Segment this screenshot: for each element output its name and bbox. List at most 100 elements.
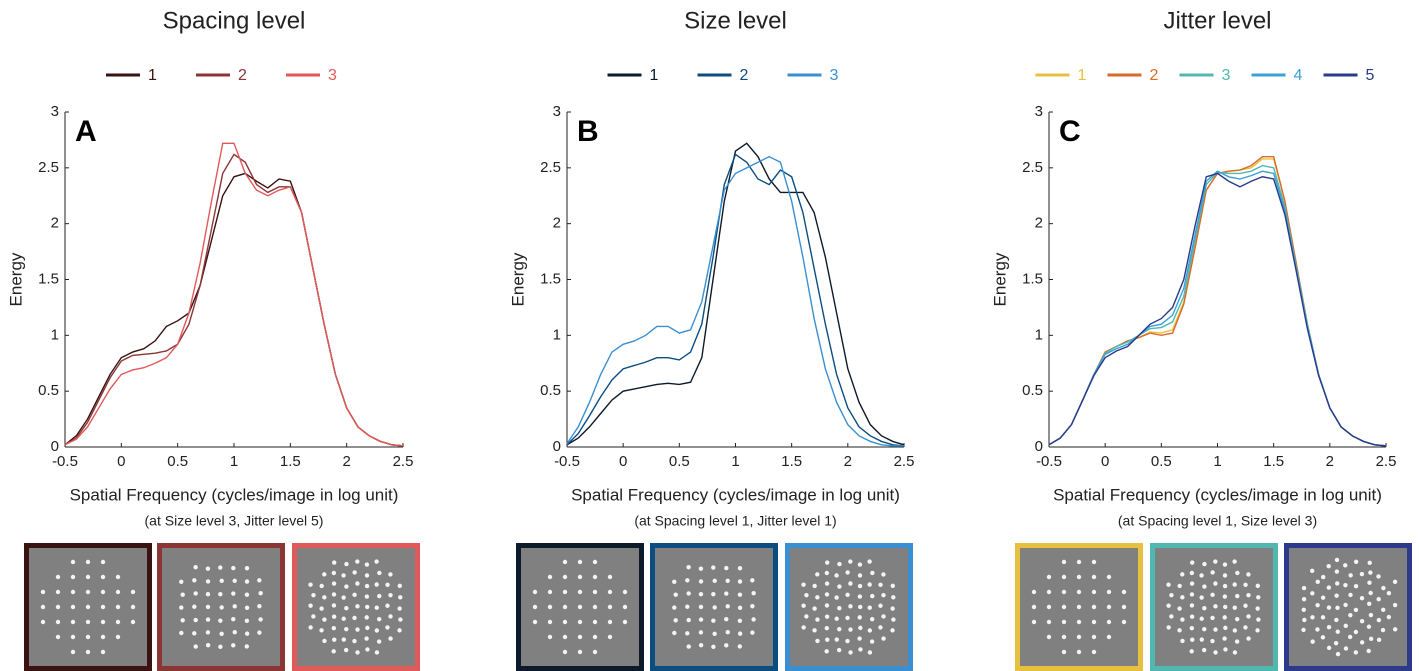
dot xyxy=(1326,645,1332,651)
dot xyxy=(858,647,863,652)
y-axis-label: Energy xyxy=(6,252,25,306)
dot xyxy=(1367,560,1372,565)
x-tick-label: 1 xyxy=(731,453,739,470)
dot xyxy=(344,626,349,632)
dot xyxy=(891,595,896,600)
dot xyxy=(1334,617,1339,623)
dot xyxy=(1301,627,1306,633)
dot xyxy=(1177,606,1182,611)
dot xyxy=(878,625,883,630)
y-tick-label: 2.5 xyxy=(540,159,561,176)
stimulus-frame xyxy=(1284,543,1412,671)
dot xyxy=(1199,637,1204,642)
dot xyxy=(258,617,263,622)
dot xyxy=(1091,604,1097,610)
dot xyxy=(55,574,61,580)
dot xyxy=(1333,640,1339,646)
x-axis-label: Spatial Frequency (cycles/image in log u… xyxy=(571,485,900,504)
dot xyxy=(1366,624,1372,629)
dot xyxy=(1343,563,1348,568)
dot xyxy=(355,559,360,564)
dot xyxy=(878,582,883,587)
dot xyxy=(685,604,690,609)
dot xyxy=(848,604,853,609)
dot xyxy=(385,625,390,630)
dot xyxy=(724,591,729,596)
dot xyxy=(1386,614,1392,620)
legend-label: 3 xyxy=(328,67,337,84)
chart-title: Jitter level xyxy=(1163,7,1271,34)
dot xyxy=(1199,595,1204,600)
dot xyxy=(319,606,324,611)
dot xyxy=(724,565,729,571)
dot xyxy=(205,604,211,610)
dot xyxy=(40,619,46,625)
dot xyxy=(1222,583,1228,589)
y-tick-label: 1 xyxy=(51,326,59,343)
dot xyxy=(672,630,677,636)
dot xyxy=(115,619,121,625)
dot xyxy=(257,630,262,635)
dot xyxy=(737,644,743,649)
dot xyxy=(857,573,863,578)
stimulus-dots xyxy=(1166,559,1261,655)
dot xyxy=(192,578,197,583)
dot xyxy=(801,625,806,630)
dot xyxy=(331,592,337,597)
dot xyxy=(592,589,598,595)
dot xyxy=(1177,583,1182,589)
dot xyxy=(85,589,91,595)
dot xyxy=(331,581,337,586)
dot xyxy=(1381,607,1386,613)
dot xyxy=(1076,604,1082,610)
dot xyxy=(607,619,613,625)
dot xyxy=(801,582,806,587)
dot xyxy=(804,614,809,619)
dot xyxy=(750,630,755,635)
dot xyxy=(1320,635,1326,640)
dot xyxy=(1321,574,1326,580)
dot xyxy=(1368,612,1374,618)
dot xyxy=(355,650,360,655)
dot xyxy=(837,584,842,589)
dot xyxy=(1246,572,1251,577)
dot xyxy=(825,560,830,565)
y-axis-label: Energy xyxy=(508,252,527,306)
dot xyxy=(1359,596,1365,601)
dot xyxy=(815,595,820,600)
dot xyxy=(712,578,717,584)
x-tick-label: 1.5 xyxy=(781,453,802,470)
dot xyxy=(834,573,839,578)
dot xyxy=(848,627,853,632)
dot xyxy=(258,591,263,596)
dot xyxy=(322,572,327,577)
dot xyxy=(397,583,402,589)
dot xyxy=(737,605,743,610)
dot xyxy=(1359,640,1365,645)
dot xyxy=(1061,559,1067,565)
dot xyxy=(685,631,690,636)
dot xyxy=(867,605,872,610)
dot xyxy=(1243,625,1248,630)
y-tick-label: 0 xyxy=(1035,438,1043,455)
dot xyxy=(70,604,76,610)
legend-label: 2 xyxy=(740,67,749,84)
dot xyxy=(205,592,211,597)
dot xyxy=(1199,573,1204,578)
panel-label: C xyxy=(1059,115,1081,148)
dot xyxy=(1061,589,1067,595)
dot xyxy=(869,639,875,644)
dot xyxy=(686,617,691,623)
dot xyxy=(388,572,393,577)
dot xyxy=(547,604,553,610)
dot xyxy=(1210,592,1215,598)
dot xyxy=(737,566,743,571)
dot xyxy=(891,617,896,622)
dot xyxy=(1343,623,1348,629)
dot xyxy=(331,570,337,576)
dot xyxy=(1235,570,1240,576)
dot xyxy=(100,574,106,580)
dot xyxy=(881,593,886,598)
x-axis-label: Spatial Frequency (cycles/image in log u… xyxy=(1053,485,1382,504)
